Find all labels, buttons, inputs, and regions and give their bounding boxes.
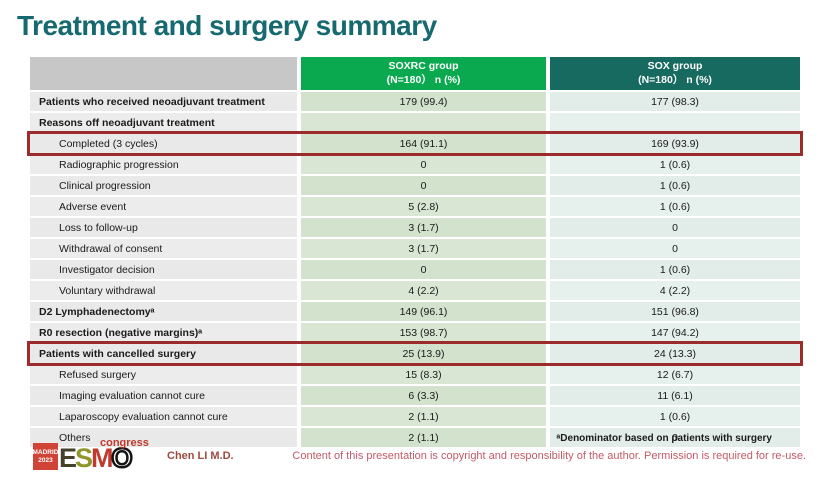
summary-table: SOXRC group (N=180） n (%) SOX group (N=1… bbox=[27, 57, 803, 447]
soxrc-value-cell: 4 (2.2) bbox=[301, 281, 546, 300]
row-label-cell: Patients who received neoadjuvant treatm… bbox=[30, 92, 297, 111]
soxrc-value-cell: 2 (1.1) bbox=[301, 428, 546, 447]
table-row: Voluntary withdrawal 4 (2.2) 4 (2.2) bbox=[30, 281, 800, 300]
sox-value-cell: 147 (94.2) bbox=[550, 323, 800, 342]
soxrc-value-cell: 164 (91.1) bbox=[301, 134, 546, 153]
soxrc-value-cell: 0 bbox=[301, 260, 546, 279]
soxrc-value-cell: 153 (98.7) bbox=[301, 323, 546, 342]
sox-value-cell: 4 (2.2) bbox=[550, 281, 800, 300]
table-row: Investigator decision 0 1 (0.6) bbox=[30, 260, 800, 279]
sox-value-cell: 0 bbox=[550, 239, 800, 258]
esmo-letter-m: M bbox=[91, 443, 113, 474]
soxrc-value-cell: 5 (2.8) bbox=[301, 197, 546, 216]
row-label-cell: R0 resection (negative margins)ᵃ bbox=[30, 323, 297, 342]
table-header-row: SOXRC group (N=180） n (%) SOX group (N=1… bbox=[30, 57, 800, 90]
table-row: Loss to follow-up 3 (1.7) 0 bbox=[30, 218, 800, 237]
row-label-cell: Patients with cancelled surgery bbox=[30, 344, 297, 363]
year-label: 2023 bbox=[38, 456, 53, 464]
author-name: Chen LI M.D. bbox=[167, 450, 234, 462]
soxrc-value-cell: 149 (96.1) bbox=[301, 302, 546, 321]
footnote-text: ᵃDenominator based on patients with surg… bbox=[556, 433, 772, 444]
table-row: Completed (3 cycles) 164 (91.1) 169 (93.… bbox=[27, 131, 803, 156]
row-label-cell: Radiographic progression bbox=[30, 155, 297, 174]
sox-value-cell: 0 bbox=[550, 428, 800, 447]
row-label-cell: Adverse event bbox=[30, 197, 297, 216]
row-label-cell: Others bbox=[30, 428, 297, 447]
row-label-cell: D2 Lymphadenectomyᵃ bbox=[30, 302, 297, 321]
sox-value-cell: 24 (13.3) bbox=[550, 344, 800, 363]
row-label-cell: Laparoscopy evaluation cannot cure bbox=[30, 407, 297, 426]
table-row: D2 Lymphadenectomyᵃ 149 (96.1) 151 (96.8… bbox=[30, 302, 800, 321]
row-label-cell: Refused surgery bbox=[30, 365, 297, 384]
row-label-cell: Clinical progression bbox=[30, 176, 297, 195]
sox-value-cell: 1 (0.6) bbox=[550, 260, 800, 279]
sox-value-cell: 1 (0.6) bbox=[550, 176, 800, 195]
table-row: Patients with cancelled surgery 25 (13.9… bbox=[27, 341, 803, 366]
table-row: Refused surgery 15 (8.3) 12 (6.7) bbox=[30, 365, 800, 384]
table-row: Patients who received neoadjuvant treatm… bbox=[30, 92, 800, 111]
congress-label: congress bbox=[100, 437, 149, 449]
sox-value-cell: 0 bbox=[550, 218, 800, 237]
sox-value-cell: 12 (6.7) bbox=[550, 365, 800, 384]
sox-value-cell: 1 (0.6) bbox=[550, 197, 800, 216]
row-label-cell: Reasons off neoadjuvant treatment bbox=[30, 113, 297, 132]
copyright-notice: Content of this presentation is copyrigh… bbox=[292, 450, 806, 462]
soxrc-value-cell: 2 (1.1) bbox=[301, 407, 546, 426]
esmo-letter-e: E bbox=[59, 443, 77, 474]
soxrc-value-cell: 3 (1.7) bbox=[301, 239, 546, 258]
row-label-cell: Imaging evaluation cannot cure bbox=[30, 386, 297, 405]
header-blank-cell bbox=[30, 57, 297, 90]
esmo-letter-o: O bbox=[110, 443, 134, 474]
sox-value-cell: 11 (6.1) bbox=[550, 386, 800, 405]
row-label-cell: Withdrawal of consent bbox=[30, 239, 297, 258]
table-body: Patients who received neoadjuvant treatm… bbox=[27, 92, 803, 447]
madrid-label: MADRID bbox=[32, 449, 59, 457]
esmo-logo: MADRID 2023 E S M O bbox=[32, 436, 134, 474]
table-row: Clinical progression 0 1 (0.6) bbox=[30, 176, 800, 195]
table-row: R0 resection (negative margins)ᵃ 153 (98… bbox=[30, 323, 800, 342]
sox-value-cell: 1 (0.6) bbox=[550, 155, 800, 174]
table-row: Laparoscopy evaluation cannot cure 2 (1.… bbox=[30, 407, 800, 426]
soxrc-value-cell: 0 bbox=[301, 176, 546, 195]
sox-value-cell: 177 (98.3) bbox=[550, 92, 800, 111]
esmo-wordmark: E S M O bbox=[59, 443, 134, 474]
slide-title: Treatment and surgery summary bbox=[17, 10, 437, 41]
table-row: Imaging evaluation cannot cure 6 (3.3) 1… bbox=[30, 386, 800, 405]
header-sox-group: SOX group (N=180） n (%) bbox=[550, 57, 800, 90]
table-row: Adverse event 5 (2.8) 1 (0.6) bbox=[30, 197, 800, 216]
sox-value-cell bbox=[550, 113, 800, 132]
soxrc-value-cell: 6 (3.3) bbox=[301, 386, 546, 405]
sox-value-cell: 1 (0.6) bbox=[550, 407, 800, 426]
soxrc-value-cell: 25 (13.9) bbox=[301, 344, 546, 363]
table-row: Others 2 (1.1) 0 bbox=[30, 428, 800, 447]
soxrc-value-cell: 3 (1.7) bbox=[301, 218, 546, 237]
table-row: Radiographic progression 0 1 (0.6) bbox=[30, 155, 800, 174]
table-row: Withdrawal of consent 3 (1.7) 0 bbox=[30, 239, 800, 258]
sox-value-cell: 169 (93.9) bbox=[550, 134, 800, 153]
row-label-cell: Voluntary withdrawal bbox=[30, 281, 297, 300]
soxrc-value-cell: 0 bbox=[301, 155, 546, 174]
header-soxrc-group: SOXRC group (N=180） n (%) bbox=[301, 57, 546, 90]
row-label-cell: Completed (3 cycles) bbox=[30, 134, 297, 153]
esmo-letter-s: S bbox=[75, 443, 93, 474]
row-label-cell: Loss to follow-up bbox=[30, 218, 297, 237]
madrid-2023-badge: MADRID 2023 bbox=[32, 443, 59, 470]
table-row: Reasons off neoadjuvant treatment bbox=[30, 113, 800, 132]
soxrc-value-cell bbox=[301, 113, 546, 132]
row-label-cell: Investigator decision bbox=[30, 260, 297, 279]
soxrc-value-cell: 15 (8.3) bbox=[301, 365, 546, 384]
soxrc-value-cell: 179 (99.4) bbox=[301, 92, 546, 111]
sox-value-cell: 151 (96.8) bbox=[550, 302, 800, 321]
